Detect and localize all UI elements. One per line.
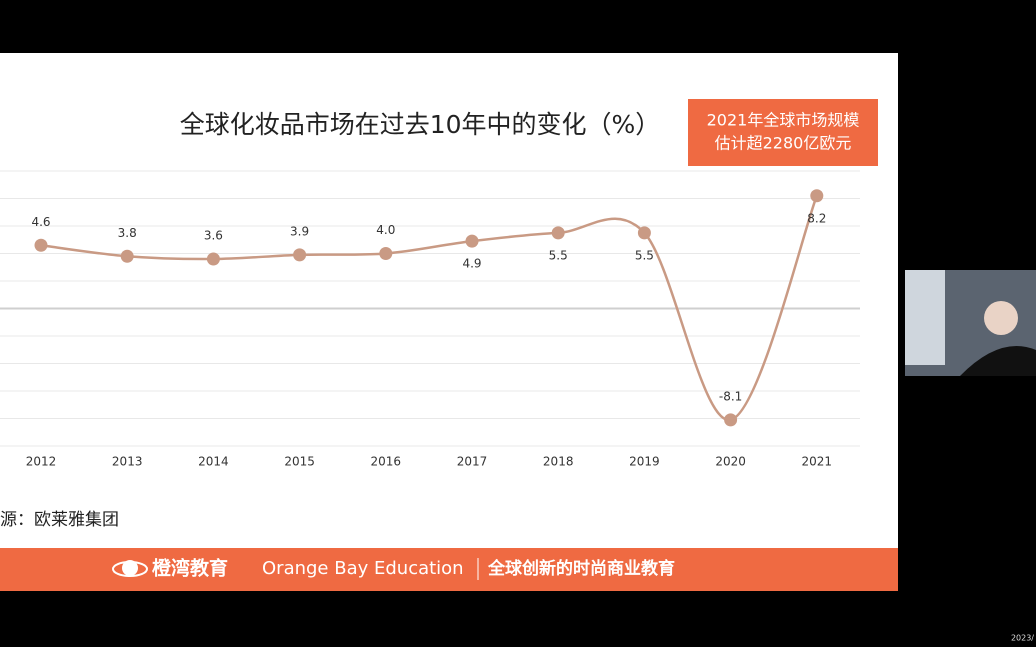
x-tick-label: 2016 <box>371 455 402 469</box>
point <box>551 226 565 240</box>
chart: 4.6 3.8 3.6 3.9 4.0 4.9 5.5 5.5 -8.1 8.2 2012 2013 2… <box>0 170 860 469</box>
x-tick-label: 2019 <box>629 455 660 469</box>
value-label: 8.2 <box>807 211 826 225</box>
value-label: 3.6 <box>204 229 223 243</box>
point <box>724 413 738 427</box>
x-tick-label: 2012 <box>26 455 57 469</box>
logo-planet <box>122 560 138 576</box>
x-tick-label: 2017 <box>457 455 488 469</box>
x-tick-label: 2021 <box>802 455 833 469</box>
value-label: 5.5 <box>635 248 654 262</box>
value-label: 4.0 <box>376 223 395 237</box>
value-label: 4.9 <box>462 257 481 271</box>
footer-bar <box>0 548 898 591</box>
point <box>810 189 824 203</box>
value-label: -8.1 <box>719 389 742 403</box>
value-label: 3.8 <box>118 226 137 240</box>
x-tick-label: 2014 <box>198 455 229 469</box>
point <box>465 234 479 248</box>
point <box>206 252 220 266</box>
callout-box <box>688 99 878 166</box>
point <box>34 238 48 252</box>
webcam-window <box>905 270 945 365</box>
point <box>637 226 651 240</box>
value-label: 5.5 <box>549 248 568 262</box>
x-tick-label: 2013 <box>112 455 143 469</box>
source: 源：欧莱雅集团 <box>0 510 119 530</box>
webcam-body <box>960 345 1036 376</box>
x-tick-label: 2015 <box>284 455 315 469</box>
webcam-face <box>984 301 1018 335</box>
timestamp: 2023/ <box>1011 634 1034 643</box>
callout-line: 2021年全球市场规模 <box>707 111 860 130</box>
value-label: 3.9 <box>290 224 309 238</box>
slide-title: 全球化妆品市场在过去10年中的变化（%） <box>180 110 661 139</box>
footer-slogan: 全球创新的时尚商业教育 <box>487 558 675 579</box>
footer-english: Orange Bay Education <box>262 558 464 579</box>
x-tick-label: 2020 <box>715 455 746 469</box>
value-label: 4.6 <box>31 215 50 229</box>
x-tick-label: 2018 <box>543 455 574 469</box>
point <box>120 249 134 263</box>
callout-line: 估计超2280亿欧元 <box>715 134 852 153</box>
footer-brand: 橙湾教育 <box>152 557 228 580</box>
point <box>293 248 307 262</box>
point <box>379 247 393 260</box>
